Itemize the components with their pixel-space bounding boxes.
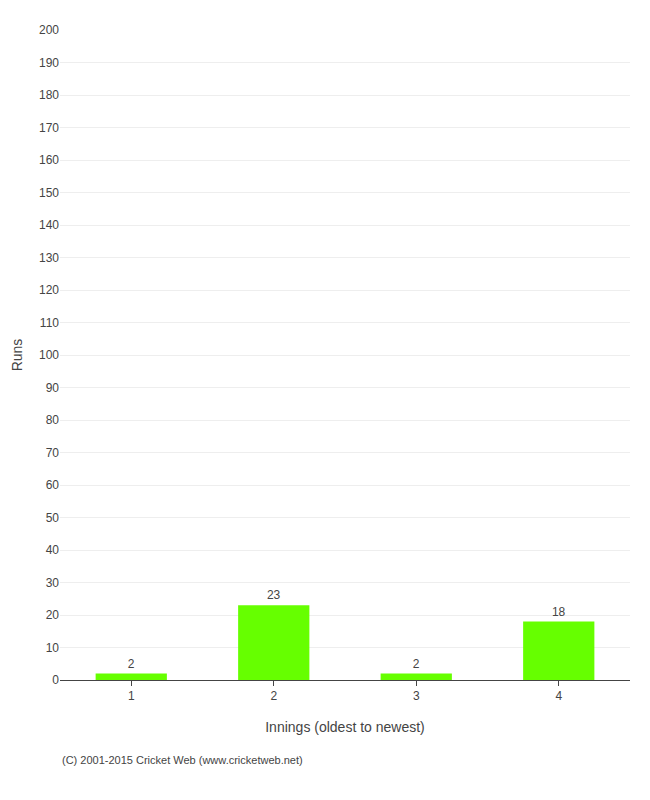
svg-text:18: 18 (552, 605, 566, 619)
svg-text:50: 50 (46, 511, 60, 525)
svg-text:20: 20 (46, 608, 60, 622)
svg-text:2: 2 (128, 657, 135, 671)
svg-text:120: 120 (39, 283, 59, 297)
svg-text:2: 2 (413, 657, 420, 671)
svg-text:(C) 2001-2015 Cricket Web (www: (C) 2001-2015 Cricket Web (www.cricketwe… (62, 754, 303, 766)
svg-text:130: 130 (39, 251, 59, 265)
svg-text:40: 40 (46, 543, 60, 557)
svg-text:140: 140 (39, 218, 59, 232)
svg-text:170: 170 (39, 121, 59, 135)
svg-text:100: 100 (39, 348, 59, 362)
svg-text:90: 90 (46, 381, 60, 395)
svg-text:80: 80 (46, 413, 60, 427)
svg-text:4: 4 (555, 689, 562, 703)
svg-text:Runs: Runs (9, 339, 25, 372)
svg-text:200: 200 (39, 23, 59, 37)
svg-text:10: 10 (46, 641, 60, 655)
svg-text:160: 160 (39, 153, 59, 167)
svg-text:0: 0 (52, 673, 59, 687)
svg-text:3: 3 (413, 689, 420, 703)
svg-text:Innings (oldest to newest): Innings (oldest to newest) (265, 719, 425, 735)
svg-text:180: 180 (39, 88, 59, 102)
svg-text:23: 23 (267, 588, 281, 602)
svg-text:2: 2 (270, 689, 277, 703)
svg-text:1: 1 (128, 689, 135, 703)
svg-text:190: 190 (39, 56, 59, 70)
svg-text:110: 110 (40, 316, 59, 330)
svg-text:60: 60 (46, 478, 60, 492)
svg-text:150: 150 (39, 186, 59, 200)
svg-text:30: 30 (46, 576, 60, 590)
svg-text:70: 70 (46, 446, 60, 460)
